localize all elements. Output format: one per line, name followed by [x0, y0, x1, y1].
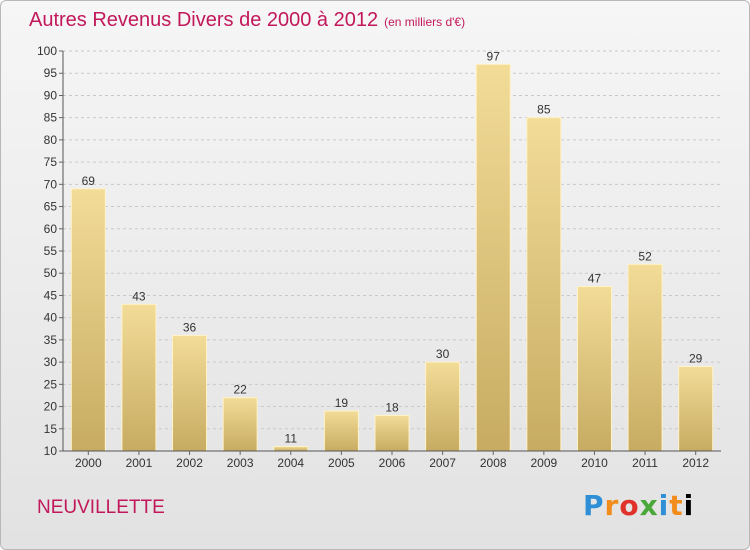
y-tick-label: 20 [44, 400, 58, 414]
y-tick-label: 95 [44, 66, 58, 80]
data-label: 47 [588, 272, 602, 286]
y-tick-label: 75 [44, 155, 58, 169]
y-tick-label: 100 [37, 44, 57, 58]
grid-lines [63, 50, 721, 452]
data-label: 97 [487, 49, 501, 63]
data-label: 22 [233, 383, 247, 397]
bar [273, 446, 309, 452]
data-label: 85 [537, 103, 551, 117]
x-tick-label: 2008 [480, 456, 507, 470]
x-tick-label: 2003 [227, 456, 254, 470]
y-tick-label: 40 [44, 311, 58, 325]
bar [678, 366, 714, 452]
y-tick-label: 10 [44, 444, 58, 458]
data-label: 69 [82, 174, 96, 188]
chart-title-text: Autres Revenus Divers de 2000 à 2012 [29, 9, 379, 31]
data-label: 43 [132, 289, 146, 303]
chart-subtitle: (en milliers d'€) [384, 15, 466, 29]
data-label: 52 [638, 249, 652, 263]
y-tick-label: 15 [44, 422, 58, 436]
x-tick-label: 2006 [379, 456, 406, 470]
x-tick-label: 2005 [328, 456, 355, 470]
y-tick-label: 70 [44, 177, 58, 191]
bar [172, 334, 208, 452]
x-tick-label: 2004 [277, 456, 304, 470]
data-label: 29 [689, 352, 703, 366]
y-tick-label: 50 [44, 266, 58, 280]
data-label: 18 [385, 400, 399, 414]
bar [475, 63, 511, 452]
data-label: 11 [285, 432, 298, 446]
y-tick-label: 55 [44, 244, 58, 258]
x-tick-label: 2012 [682, 456, 709, 470]
bar [222, 397, 258, 452]
x-tick-label: 2010 [581, 456, 608, 470]
bar [526, 117, 562, 452]
y-tick-label: 25 [44, 377, 58, 391]
x-tick-label: 2002 [176, 456, 203, 470]
y-tick-label: 80 [44, 133, 58, 147]
x-tick-label: 2000 [75, 456, 102, 470]
x-tick-label: 2009 [530, 456, 557, 470]
bar [70, 188, 106, 452]
bar [627, 263, 663, 452]
axes: 10 15 20 25 30 35 40 45 50 55 60 65 70 75 80 85 90 95 100 2… [37, 44, 721, 470]
data-label: 36 [183, 320, 197, 334]
x-tick-label: 2007 [429, 456, 456, 470]
chart-title: Autres Revenus Divers de 2000 à 2012 (en … [29, 9, 465, 32]
town-name: NEUVILLETTE [37, 497, 165, 518]
bar [374, 414, 410, 452]
data-label: 19 [335, 396, 349, 410]
y-tick-label: 30 [44, 355, 58, 369]
bar [425, 361, 461, 452]
y-tick-label: 85 [44, 111, 58, 125]
data-label: 30 [436, 347, 450, 361]
proxiti-logo: Proxiti [583, 489, 695, 522]
y-tick-label: 45 [44, 288, 58, 302]
y-tick-label: 60 [44, 222, 58, 236]
bar [121, 303, 157, 452]
bar [576, 286, 612, 452]
y-tick-label: 90 [44, 88, 58, 102]
bars: 69 43 36 22 11 19 18 30 97 85 47 52 29 [70, 49, 714, 452]
y-tick-label: 35 [44, 333, 58, 347]
x-tick-label: 2001 [126, 456, 153, 470]
x-tick-label: 2011 [632, 456, 658, 470]
y-tick-label: 65 [44, 200, 58, 214]
bar [323, 410, 359, 452]
